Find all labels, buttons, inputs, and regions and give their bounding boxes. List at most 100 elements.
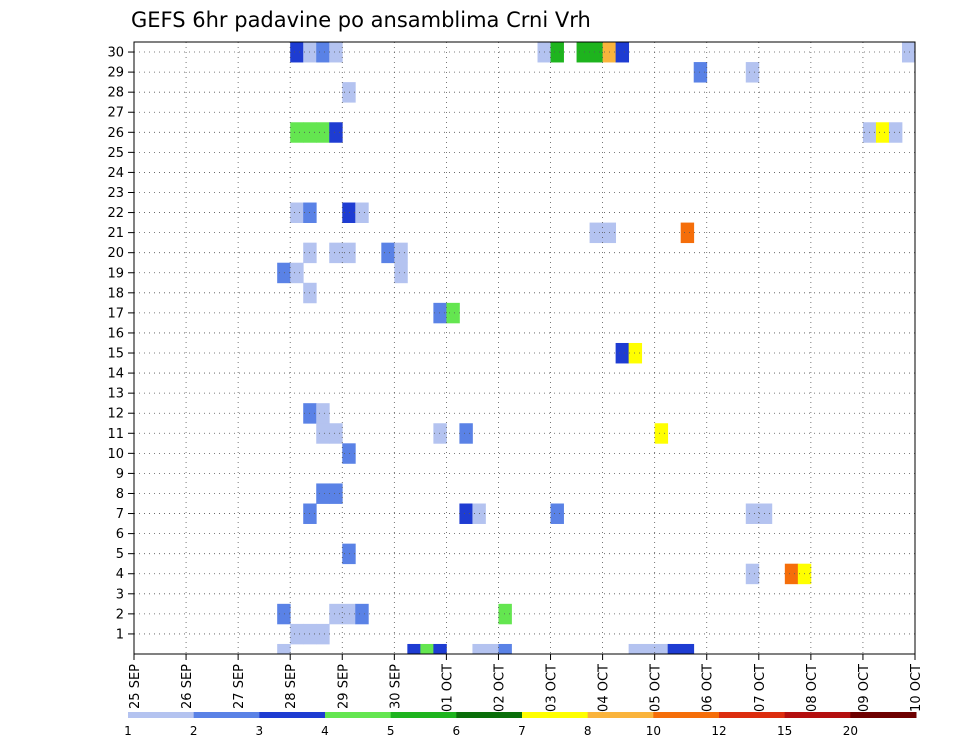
chart-title: GEFS 6hr padavine po ansamblima Crni Vrh — [131, 8, 591, 32]
y-tick-label: 6 — [116, 527, 124, 542]
grid-lines — [134, 42, 915, 654]
heatmap-cell — [628, 643, 643, 655]
heatmap-cell — [550, 42, 564, 63]
heatmap-cell — [745, 563, 760, 585]
x-tick-label: 03 OCT — [545, 664, 560, 712]
y-tick-label: 24 — [107, 166, 124, 181]
x-tick-label: 02 OCT — [492, 664, 507, 712]
heatmap-cell — [654, 643, 669, 655]
x-tick-label: 26 SEP — [180, 664, 195, 709]
heatmap-cell — [745, 62, 760, 83]
heatmap-cell — [901, 42, 916, 63]
heatmap-cell — [433, 302, 447, 324]
y-tick-label: 21 — [107, 226, 124, 241]
colorbar-label: 6 — [453, 724, 461, 738]
heatmap-cell — [641, 643, 656, 655]
heatmap-cell — [277, 262, 291, 284]
y-tick-label: 11 — [107, 427, 124, 442]
colorbar-swatch — [390, 712, 457, 718]
heatmap-cell — [316, 403, 330, 424]
heatmap-cell — [446, 302, 460, 324]
x-tick-label: 09 OCT — [857, 664, 872, 712]
heatmap-cell — [654, 423, 669, 444]
y-tick-label: 12 — [107, 407, 124, 422]
heatmap-cell — [316, 483, 330, 504]
heatmap-cell — [680, 222, 695, 244]
x-tick-label: 29 SEP — [336, 664, 351, 709]
colorbar-swatch — [325, 712, 392, 718]
heatmap-cell — [407, 643, 421, 655]
heatmap-cell — [498, 643, 512, 655]
heatmap-cell — [290, 42, 304, 63]
heatmap-cell — [459, 503, 473, 524]
heatmap-cell — [615, 42, 630, 63]
heatmap-cell — [277, 603, 291, 625]
x-tick-label: 27 SEP — [232, 664, 247, 709]
heatmap-cell — [290, 623, 304, 645]
heatmap-cell — [342, 603, 356, 625]
y-tick-label: 28 — [107, 86, 124, 101]
colorbar-swatch — [259, 712, 326, 718]
heatmap-cell — [394, 242, 408, 264]
y-tick-label: 3 — [116, 587, 124, 602]
heatmap-cell — [316, 42, 330, 63]
x-tick-label: 28 SEP — [284, 664, 299, 709]
y-tick-label: 26 — [107, 126, 124, 141]
heatmap-cell — [784, 563, 799, 585]
y-tick-label: 14 — [107, 367, 124, 382]
heatmap-cell — [342, 242, 356, 264]
heatmap-cell — [290, 202, 304, 223]
heatmap-cell — [355, 202, 369, 223]
y-tick-label: 7 — [116, 507, 124, 522]
y-tick-label: 22 — [107, 206, 124, 221]
heatmap-cell — [550, 503, 564, 524]
heatmap-cell — [576, 42, 590, 63]
heatmap-cell — [381, 242, 395, 264]
heatmap-cell — [680, 643, 695, 655]
heatmap-cell — [888, 122, 903, 143]
x-tick-label: 30 SEP — [388, 664, 403, 709]
y-tick-label: 2 — [116, 607, 124, 622]
heatmap-cell — [745, 503, 760, 524]
y-axis: 1234567891011121314151617181920212223242… — [107, 46, 134, 642]
heatmap-cell — [693, 62, 708, 83]
y-tick-label: 30 — [107, 46, 124, 61]
y-tick-label: 16 — [107, 326, 124, 341]
colorbar-label: 3 — [256, 724, 264, 738]
y-tick-label: 27 — [107, 106, 124, 121]
y-tick-label: 13 — [107, 387, 124, 402]
heatmap-cell — [420, 643, 434, 655]
colorbar-label: 2 — [190, 724, 198, 738]
heatmap-cell — [316, 122, 330, 143]
heatmap-cell — [316, 423, 330, 444]
heatmap-cell — [485, 643, 499, 655]
y-tick-label: 5 — [116, 547, 124, 562]
heatmap-cell — [290, 122, 304, 143]
x-tick-label: 06 OCT — [701, 664, 716, 712]
heatmap-cell — [615, 342, 630, 364]
heatmap-cell — [628, 342, 643, 364]
heatmap-cell — [459, 423, 473, 444]
y-tick-label: 17 — [107, 306, 124, 321]
y-tick-label: 25 — [107, 146, 124, 161]
heatmap-cell — [758, 503, 773, 524]
heatmap-cell — [329, 122, 343, 143]
heatmap-cell — [329, 423, 343, 444]
x-tick-label: 08 OCT — [805, 664, 820, 712]
y-tick-label: 1 — [116, 627, 124, 642]
x-tick-label: 07 OCT — [753, 664, 768, 712]
plot-frame — [133, 41, 916, 655]
y-tick-label: 29 — [107, 66, 124, 81]
heatmap-cell — [316, 623, 330, 645]
heatmap-cell — [667, 643, 682, 655]
colorbar-swatch — [850, 712, 917, 718]
y-tick-label: 19 — [107, 266, 124, 281]
colorbar-swatch — [193, 712, 260, 718]
y-tick-label: 23 — [107, 186, 124, 201]
colorbar-swatch — [719, 712, 786, 718]
colorbar-label: 20 — [843, 724, 858, 738]
colorbar-swatch — [128, 712, 195, 718]
heatmap-cell — [342, 202, 356, 223]
x-tick-label: 01 OCT — [440, 664, 455, 712]
